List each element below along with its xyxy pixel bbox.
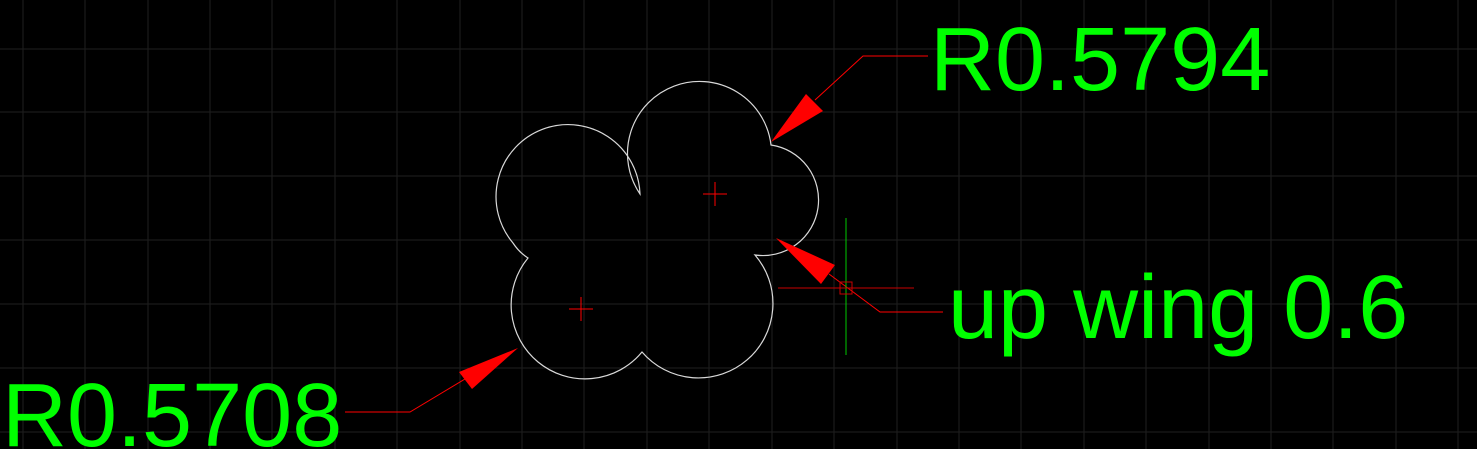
leader-top-right	[771, 55, 928, 142]
cursor-crosshair	[778, 218, 914, 355]
arrowhead-bottom-left	[459, 348, 518, 389]
arrowhead-right	[776, 238, 835, 284]
center-mark-upper	[703, 182, 727, 206]
arrowhead-top-right	[771, 94, 823, 142]
crosshair-pickbox	[839, 281, 853, 295]
label-radius-bottom-left: R0.5708	[2, 366, 342, 449]
label-up-wing: up wing 0.6	[948, 258, 1408, 358]
four-lobe-outline	[495, 80, 820, 380]
leader-bottom-left	[345, 348, 518, 413]
center-mark-lower	[569, 297, 593, 321]
label-radius-top-right: R0.5794	[930, 10, 1270, 110]
